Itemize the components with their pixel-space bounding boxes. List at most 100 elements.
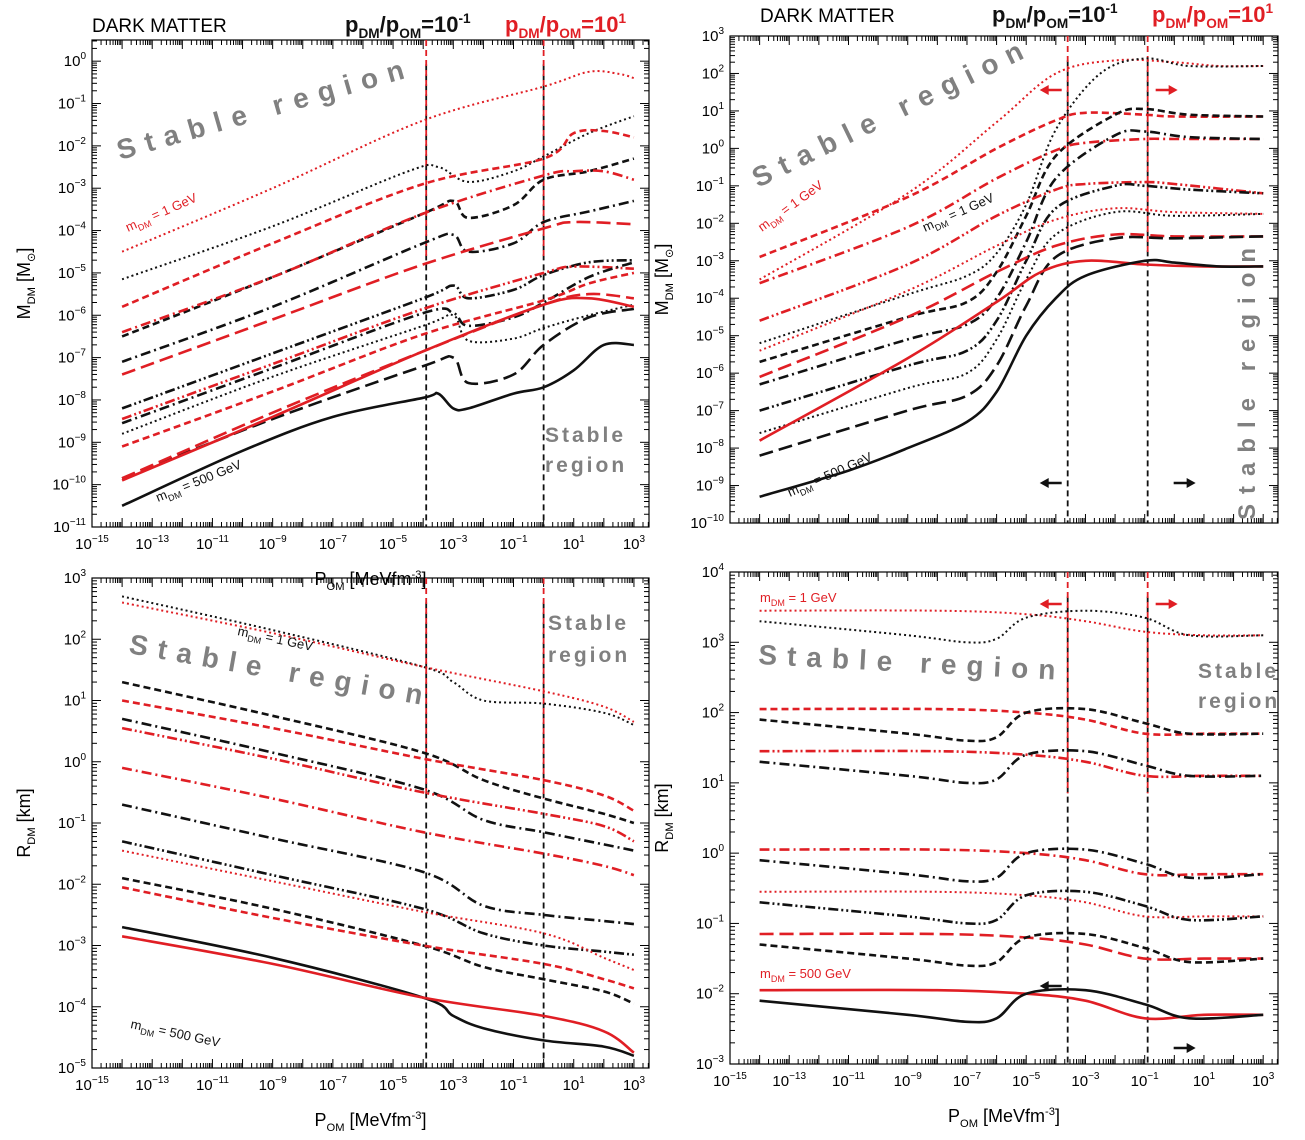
y-tick-label: 102 bbox=[702, 703, 725, 722]
mass-label-mass-bottom: mDM = 500 GeV bbox=[129, 1016, 222, 1053]
x-tick-label: 10−1 bbox=[499, 534, 528, 553]
y-tick-label: 10−10 bbox=[690, 513, 724, 532]
y-tick-label: 10−1 bbox=[58, 94, 87, 113]
stable-region-label-stable-top: Stable region bbox=[747, 31, 1037, 194]
y-tick-label: 102 bbox=[702, 63, 725, 82]
y-tick-label: 10−3 bbox=[696, 1054, 725, 1073]
stable-region-label-stable-top: Stable region bbox=[113, 51, 417, 166]
x-tick-label: 10−7 bbox=[319, 534, 348, 553]
y-tick-label: 10−3 bbox=[58, 178, 87, 197]
x-tick-label: 10−15 bbox=[75, 1075, 109, 1094]
series-line-black-dashdotdot bbox=[759, 889, 1264, 926]
series-line-black-dot bbox=[121, 595, 635, 726]
x-tick-label: 10−15 bbox=[713, 1071, 747, 1090]
y-tick-label: 10−2 bbox=[58, 136, 87, 155]
stable-region-label-stable-right-1: Stable bbox=[548, 612, 629, 635]
mass-label-mass-bottom: mDM = 500 GeV bbox=[785, 449, 876, 503]
series-line-black-dot bbox=[759, 210, 1264, 435]
series-line-red-dot bbox=[121, 70, 635, 253]
y-tick-label: 10−3 bbox=[58, 936, 87, 955]
mass-label-mass-top: mDM = 1 GeV bbox=[760, 590, 837, 608]
series-line-red-dashdotdot bbox=[759, 180, 1264, 322]
arrow-black-right-head bbox=[1186, 478, 1196, 488]
stable-region-label-stable-right-2: region bbox=[1198, 690, 1280, 713]
series-line-black-dashdot bbox=[759, 129, 1264, 386]
y-tick-label: 10−11 bbox=[53, 517, 86, 536]
x-tick-label: 10−13 bbox=[135, 1075, 169, 1094]
figure-title-right: DARK MATTER bbox=[760, 6, 895, 27]
x-tick-label: 10−15 bbox=[75, 534, 109, 553]
y-tick-label: 103 bbox=[64, 568, 87, 587]
x-tick-label: 10−3 bbox=[1071, 1071, 1100, 1090]
arrow-red-right-head bbox=[1168, 85, 1178, 95]
x-tick-label: 10−1 bbox=[499, 1075, 528, 1094]
y-tick-label: 104 bbox=[702, 562, 725, 581]
ratio-label-black-left: pDM/pOM=10-1 bbox=[345, 11, 471, 41]
radius-left-panel: 10−15 10−13 10−11 10−9 10−7 10−5 10−3 10−1 101 10… bbox=[14, 568, 650, 1134]
series-line-black-dashdash bbox=[121, 680, 635, 825]
y-axis-label: MDM [M⊙] bbox=[652, 244, 676, 316]
arrow-black-left-head bbox=[1039, 478, 1049, 488]
x-axis-label: POM [MeVfm-3] bbox=[315, 1110, 427, 1134]
x-tick-label: 10−5 bbox=[379, 1075, 408, 1094]
series-line-red-solid bbox=[121, 935, 635, 1054]
plot-frame bbox=[729, 35, 1279, 524]
series-line-black-dashdot bbox=[121, 199, 635, 364]
series-line-black-dashdot bbox=[121, 803, 635, 926]
x-tick-label: 10−1 bbox=[1131, 1071, 1160, 1090]
series-line-black-dashdotdot bbox=[121, 258, 634, 410]
y-tick-label: 10−5 bbox=[58, 263, 87, 282]
y-tick-label: 10−5 bbox=[58, 1058, 87, 1077]
mass-left-panel: 10−15 10−13 10−11 10−9 10−7 10−5 10−3 10−1 101 10… bbox=[14, 39, 650, 593]
stable-region-label-stable-right-2: region bbox=[548, 644, 630, 667]
y-tick-label: 10−6 bbox=[696, 363, 725, 382]
series-line-black-dot bbox=[759, 57, 1264, 345]
series-line-black-longdash bbox=[759, 235, 1264, 457]
series-line-red-dashdot bbox=[759, 848, 1264, 877]
y-tick-label: 10−4 bbox=[58, 221, 87, 240]
y-tick-label: 100 bbox=[702, 138, 725, 157]
series-line-black-dashdash bbox=[759, 706, 1264, 743]
series-line-black-dashdot bbox=[121, 261, 635, 425]
x-tick-label: 10−9 bbox=[259, 534, 288, 553]
y-axis-label: RDM [km] bbox=[14, 788, 38, 857]
series-line-red-longdash bbox=[121, 220, 634, 376]
x-axis-label: POM [MeVfm-3] bbox=[315, 569, 427, 593]
series-line-red-dashdash bbox=[121, 271, 635, 448]
series-line-black-dashdot bbox=[759, 847, 1264, 883]
axis-ticks bbox=[91, 40, 649, 528]
stable-region-label-stable-top: Stable region bbox=[758, 639, 1067, 686]
y-tick-label: 10−4 bbox=[696, 288, 725, 307]
y-tick-label: 101 bbox=[702, 773, 725, 792]
x-tick-label: 101 bbox=[1193, 1071, 1216, 1090]
mass-label-mass-bottom: mDM = 500 GeV bbox=[154, 457, 245, 508]
x-tick-label: 103 bbox=[623, 534, 646, 553]
series-line-red-solid bbox=[759, 988, 1264, 1021]
mass-right-panel: 10−10 10−9 10−8 10−7 10−6 10−5 10−4 10−3 10−2 10−… bbox=[652, 26, 1279, 532]
y-tick-label: 102 bbox=[64, 629, 87, 648]
x-tick-label: 10−13 bbox=[772, 1071, 806, 1090]
series-line-red-dashdash bbox=[759, 707, 1264, 737]
arrow-red-right-head bbox=[1168, 599, 1178, 609]
series-line-red-dot bbox=[759, 207, 1264, 352]
series-line-red-solid bbox=[758, 259, 1264, 442]
series-line-red-dashdash bbox=[121, 886, 635, 990]
series-line-black-dashdash bbox=[759, 931, 1264, 968]
series-line-red-dashdotdot bbox=[121, 726, 635, 843]
series-line-red-dot bbox=[759, 609, 1264, 637]
y-tick-label: 10−3 bbox=[696, 251, 725, 270]
x-tick-label: 10−7 bbox=[953, 1071, 982, 1090]
mass-label-mass-top: mDM = 1 GeV bbox=[123, 190, 201, 238]
series-line-black-dashdash bbox=[121, 157, 635, 338]
x-tick-label: 103 bbox=[623, 1075, 646, 1094]
axis-ticks bbox=[91, 577, 649, 1069]
series-line-black-dashdotdot bbox=[121, 840, 635, 956]
x-tick-label: 10−9 bbox=[259, 1075, 288, 1094]
y-tick-label: 10−1 bbox=[58, 813, 87, 832]
figure-title-left: DARK MATTER bbox=[92, 16, 227, 37]
axis-ticks bbox=[729, 35, 1278, 524]
series-line-black-solid bbox=[121, 925, 635, 1058]
y-tick-label: 10−2 bbox=[58, 874, 87, 893]
plot-frame bbox=[729, 571, 1279, 1065]
